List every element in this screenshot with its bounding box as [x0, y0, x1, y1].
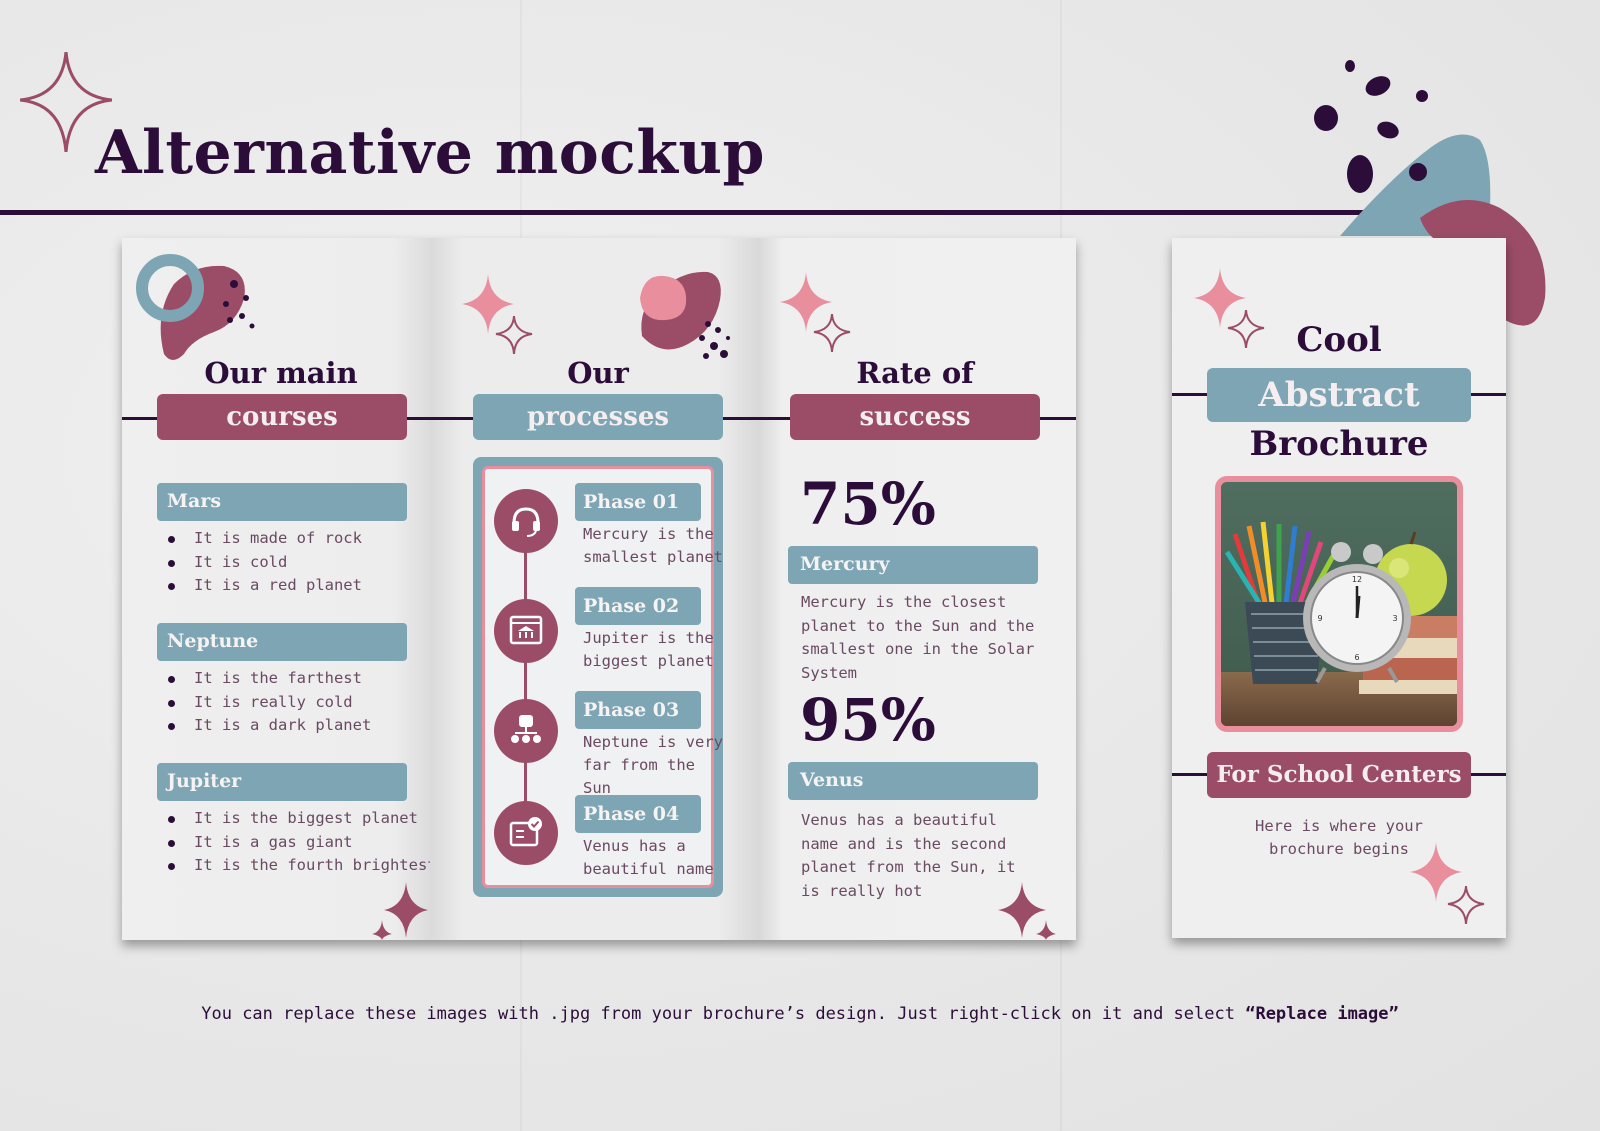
panel-heading: Rate of [856, 356, 974, 390]
list-item: It is the fourth brightest [168, 854, 437, 878]
list-item: It is cold [168, 551, 362, 575]
phase-icon-circle [494, 699, 558, 763]
bullet-list: It is the farthest It is really cold It … [158, 667, 371, 738]
sparkle-icon [20, 52, 112, 152]
panel-heading: Our main [204, 356, 358, 390]
panel-heading-pill: courses [157, 394, 407, 440]
cover-tag: For School Centers [1207, 752, 1471, 798]
abstract-blob-decoration [136, 254, 255, 360]
browser-bank-icon [509, 615, 543, 645]
svg-text:3: 3 [1392, 614, 1397, 623]
phase-label: Phase 02 [575, 587, 701, 625]
sparkle-icon [462, 274, 533, 355]
team-org-icon [511, 715, 541, 743]
section-title: Neptune [157, 623, 407, 661]
phase-icon-circle [494, 489, 558, 553]
sparkle-icon [1194, 268, 1265, 349]
list-item: It is the farthest [167, 667, 371, 691]
phase-label: Phase 03 [575, 691, 701, 729]
stat-value: 75% [800, 470, 936, 538]
title-divider [0, 210, 1380, 215]
stat-label: Venus [788, 762, 1038, 800]
svg-text:6: 6 [1354, 653, 1359, 662]
timeline-line [524, 520, 527, 838]
certificate-check-icon [509, 817, 542, 847]
school-supplies-photo: 12 3 6 9 [1221, 482, 1457, 726]
section-title: Jupiter [157, 763, 407, 801]
list-item: It is really cold [167, 691, 371, 715]
panel-heading: Our [567, 356, 629, 390]
svg-text:12: 12 [1352, 575, 1362, 584]
phase-icon-circle [494, 801, 558, 865]
stat-label: Mercury [788, 546, 1038, 584]
stat-value: 95% [800, 686, 936, 754]
phase-icon-circle [494, 599, 558, 663]
list-item: It is a gas giant [168, 831, 437, 855]
stat-text: Mercury is the closest planet to the Sun… [801, 593, 1035, 682]
cover-title-line1: Cool [1296, 320, 1382, 360]
phase-text: Venus has a beautiful name [583, 837, 714, 878]
panel-heading-pill: success [790, 394, 1040, 440]
abstract-blob-decoration [640, 271, 730, 359]
headset-icon [512, 507, 540, 537]
phase-label: Phase 04 [575, 795, 701, 833]
brochure-panel-success [758, 238, 1076, 940]
list-item: It is a red planet [168, 574, 362, 598]
svg-text:9: 9 [1317, 614, 1322, 623]
cover-title-pill: Abstract [1207, 368, 1471, 422]
list-item: It is the biggest planet [168, 807, 437, 831]
bullet-list: It is made of rock It is cold It is a re… [158, 527, 362, 598]
section-title: Mars [157, 483, 407, 521]
instruction-footer: You can replace these images with .jpg f… [0, 1004, 1600, 1024]
panel-heading-pill: processes [473, 394, 723, 440]
phase-text: Neptune is very far from the Sun [583, 733, 723, 797]
footer-emphasis: “Replace image” [1245, 1004, 1399, 1024]
phase-text: Jupiter is the biggest planet [583, 629, 714, 670]
page-title: Alternative mockup [95, 118, 765, 188]
cover-title-line3: Brochure [1249, 424, 1429, 464]
bullet-list: It is the biggest planet It is a gas gia… [158, 807, 437, 878]
list-item: It is made of rock [168, 527, 362, 551]
footer-text: You can replace these images with .jpg f… [201, 1004, 1246, 1024]
list-item: It is a dark planet [167, 714, 371, 738]
sparkle-icon [1410, 842, 1485, 925]
sparkle-icon [998, 882, 1056, 940]
cover-photo[interactable]: 12 3 6 9 [1215, 476, 1463, 732]
phase-text: Mercury is the smallest planet [583, 525, 723, 566]
cover-subtitle: Here is where your brochure begins [1255, 817, 1423, 858]
sparkle-icon [780, 272, 851, 353]
sparkle-icon [372, 882, 428, 940]
stat-text: Venus has a beautiful name and is the se… [801, 811, 1016, 900]
phase-label: Phase 01 [575, 483, 701, 521]
